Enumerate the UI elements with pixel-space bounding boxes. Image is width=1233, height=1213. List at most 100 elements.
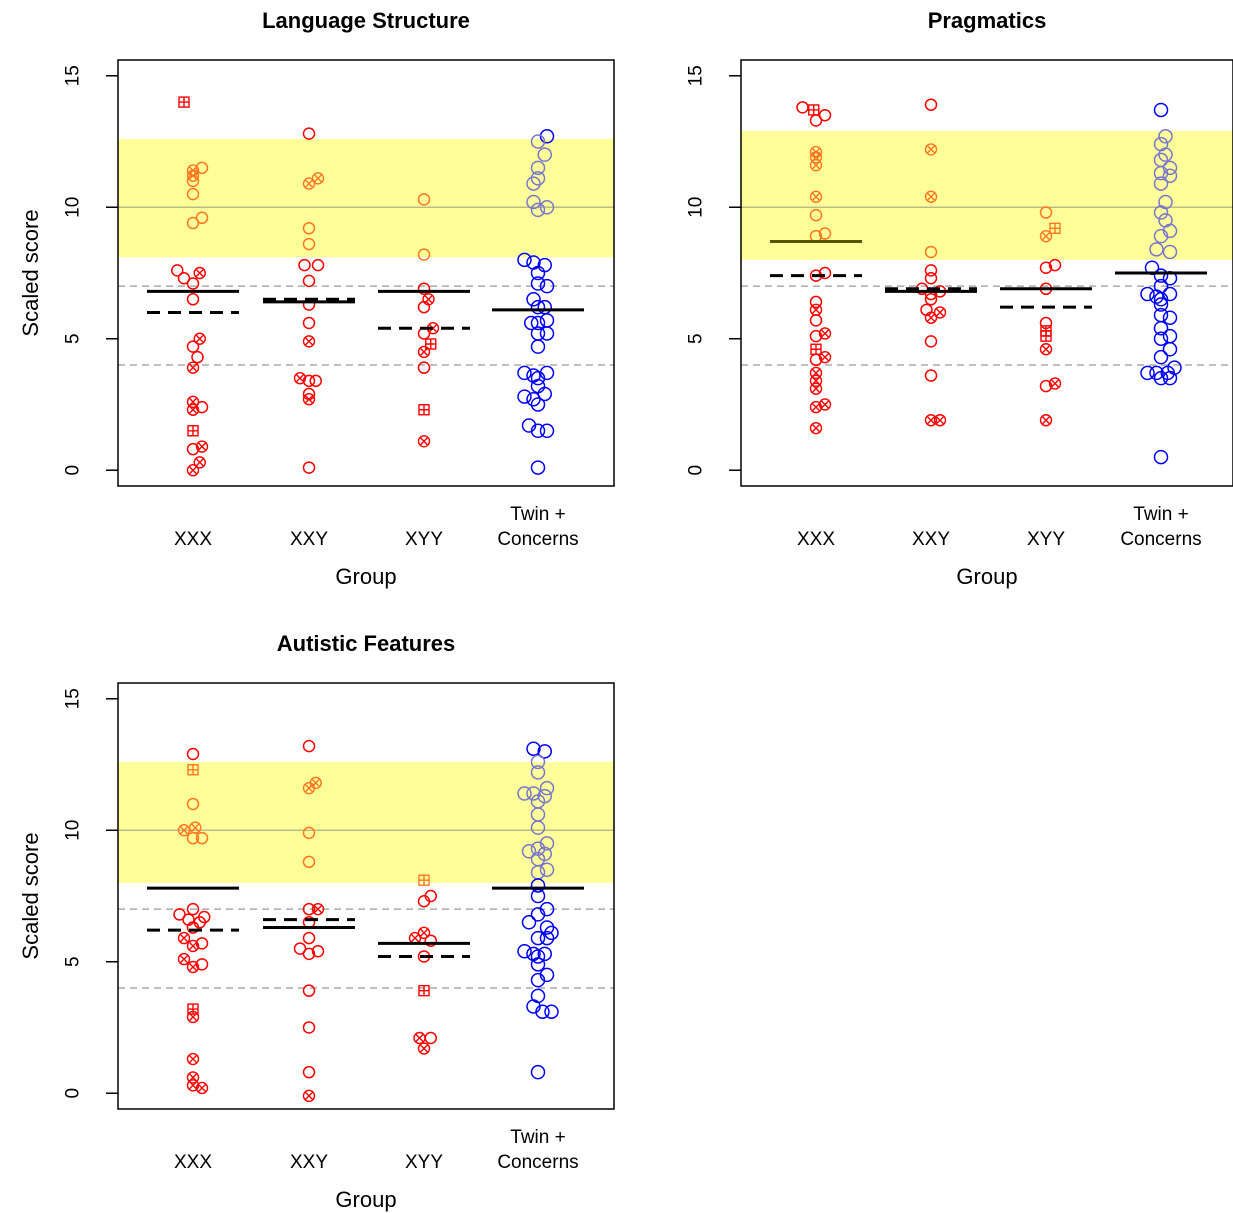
point-cross bbox=[197, 1083, 207, 1093]
data-point-circle bbox=[171, 264, 184, 277]
point-ring bbox=[924, 190, 938, 203]
data-point-circle bbox=[186, 921, 200, 934]
x-category-label: XXY bbox=[912, 529, 950, 550]
data-point-circle bbox=[530, 339, 546, 354]
point-plus bbox=[1050, 223, 1060, 234]
point-cross bbox=[419, 928, 429, 938]
point-cross bbox=[935, 415, 945, 425]
data-point-circle bbox=[1039, 261, 1053, 274]
point-ring bbox=[809, 374, 823, 388]
data-point-circle bbox=[417, 895, 431, 908]
data-point-circle bbox=[530, 754, 546, 770]
data-point-circle bbox=[302, 237, 316, 251]
point-ring bbox=[1039, 414, 1053, 427]
point-ring bbox=[193, 266, 206, 280]
x-category-label: XXX bbox=[174, 529, 212, 550]
data-point-circle bbox=[809, 208, 823, 222]
data-point-circle bbox=[302, 1065, 316, 1079]
data-point-circle-x bbox=[302, 177, 316, 190]
point-ring bbox=[809, 366, 823, 380]
data-point-circle bbox=[195, 161, 209, 175]
data-point-circle bbox=[298, 258, 311, 272]
data-point-circle bbox=[530, 878, 546, 893]
typical-range-band bbox=[118, 138, 614, 258]
point-cross bbox=[188, 465, 198, 475]
data-point-circle bbox=[530, 1064, 546, 1080]
data-point-square-plus bbox=[808, 104, 820, 116]
point-cross bbox=[179, 933, 189, 943]
data-point-circle bbox=[424, 1031, 437, 1045]
data-point-circle bbox=[186, 216, 200, 230]
data-point-circle bbox=[195, 831, 209, 845]
data-point-circle-x bbox=[924, 414, 938, 427]
y-tick-label: 15 bbox=[63, 65, 84, 86]
y-tick-label: 5 bbox=[63, 956, 84, 967]
chart-panel-1: 0 5 10 15 Language Structure Scaled score Grou… bbox=[18, 8, 615, 589]
data-point-circle bbox=[293, 942, 307, 955]
chart-title: Pragmatics bbox=[928, 8, 1047, 33]
data-point-circle bbox=[191, 350, 204, 364]
point-ring bbox=[311, 172, 325, 185]
point-ring bbox=[924, 414, 938, 427]
data-point-circle-x bbox=[933, 414, 947, 427]
point-ring bbox=[924, 311, 938, 324]
data-point-circle bbox=[530, 423, 546, 439]
point-ring bbox=[311, 902, 325, 916]
point-cross bbox=[926, 313, 936, 323]
point-ring bbox=[417, 345, 431, 359]
plot-frame bbox=[117, 682, 615, 1110]
data-point-circle bbox=[302, 374, 316, 388]
data-point-circle-x bbox=[311, 172, 325, 185]
data-point-circle bbox=[539, 278, 555, 294]
data-point-circle bbox=[302, 947, 316, 961]
data-point-circle bbox=[417, 193, 431, 206]
data-point-circle bbox=[1153, 297, 1169, 312]
data-point-circle bbox=[1153, 331, 1169, 346]
point-cross bbox=[304, 394, 314, 404]
data-point-circle bbox=[530, 949, 546, 964]
data-point-circle bbox=[530, 370, 546, 386]
data-point-circle bbox=[1153, 320, 1169, 336]
point-ring bbox=[195, 1081, 209, 1095]
data-point-circle bbox=[1162, 342, 1178, 357]
data-point-circle bbox=[424, 934, 437, 947]
point-cross bbox=[304, 179, 314, 188]
data-point-circle bbox=[539, 920, 555, 935]
data-point-circle bbox=[1153, 176, 1169, 191]
data-point-circle-x bbox=[311, 902, 325, 916]
point-ring bbox=[193, 332, 206, 345]
data-point-circle bbox=[1162, 310, 1178, 325]
data-point-circle bbox=[1149, 365, 1164, 381]
y-tick-label: 5 bbox=[63, 333, 84, 344]
data-point-circle-x bbox=[1039, 229, 1053, 243]
data-point-circle bbox=[537, 744, 552, 759]
point-ring bbox=[193, 456, 206, 469]
data-point-circle bbox=[1158, 129, 1173, 144]
data-point-circle bbox=[530, 265, 546, 281]
data-point-circle-x bbox=[293, 371, 307, 385]
data-point-circle bbox=[924, 245, 938, 259]
point-ring bbox=[933, 414, 947, 427]
chart-panel-2: 0 5 10 15 Pragmatics Group XXX XXY XYY Twin + Conc… bbox=[686, 8, 1233, 589]
data-point-circle-x bbox=[195, 1081, 209, 1095]
point-ring bbox=[924, 143, 938, 156]
data-point-circle bbox=[186, 747, 200, 761]
point-ring bbox=[809, 151, 823, 164]
point-cross bbox=[415, 1033, 424, 1043]
point-ring bbox=[818, 327, 832, 340]
data-point-circle bbox=[924, 264, 938, 277]
data-point-circle bbox=[1153, 292, 1169, 307]
data-point-circle-x bbox=[186, 361, 200, 374]
data-point-circle bbox=[517, 365, 532, 381]
point-cross bbox=[811, 423, 821, 433]
data-point-circle-x bbox=[413, 1031, 426, 1045]
x-category-label: XXY bbox=[290, 1152, 328, 1173]
point-cross bbox=[1050, 379, 1060, 388]
point-ring bbox=[186, 1071, 200, 1084]
y-tick-label: 15 bbox=[63, 688, 84, 709]
data-point-circle bbox=[530, 315, 546, 331]
data-point-square-plus bbox=[1049, 222, 1061, 234]
point-plus bbox=[179, 97, 189, 108]
data-point-circle bbox=[1153, 165, 1169, 181]
